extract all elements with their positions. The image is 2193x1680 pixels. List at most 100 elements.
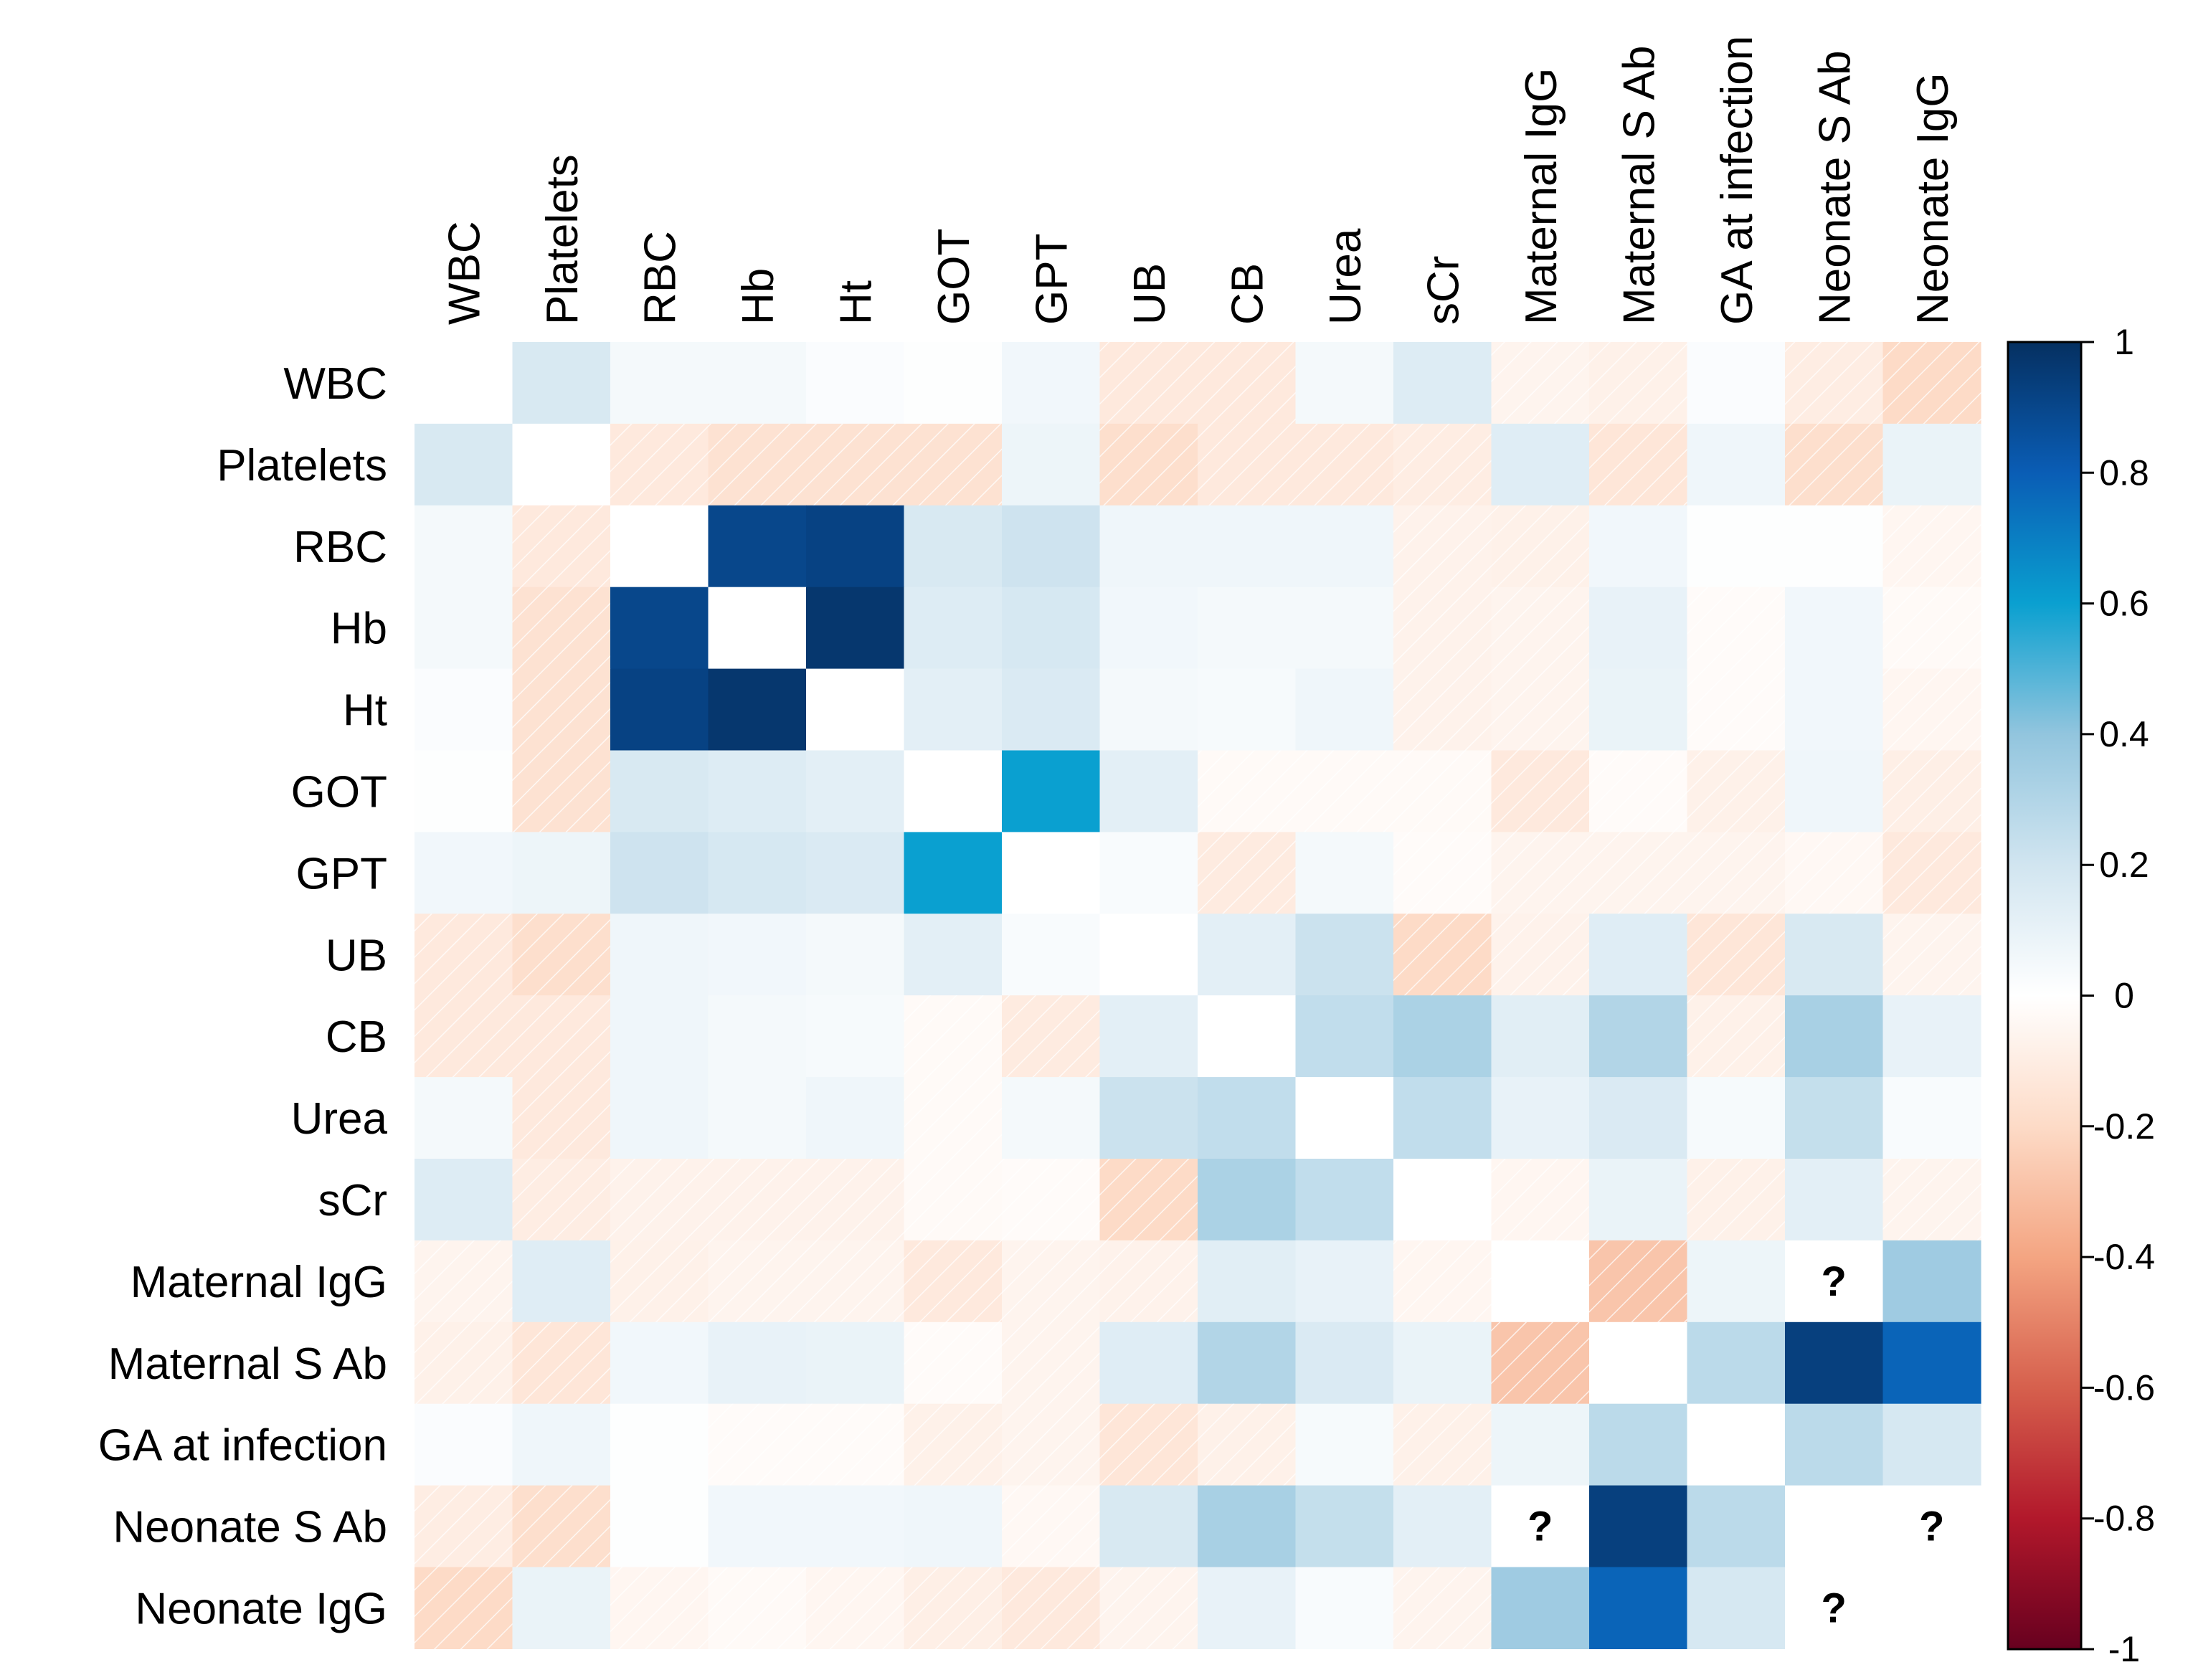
negative-hatch [1491,832,1590,914]
heatmap-cell [904,342,1003,424]
row-labels: WBC Platelets RBC Hb Ht GOT GPT UB CB Urea sCr Mate… [98,359,388,1633]
negative-hatch [1393,668,1492,751]
heatmap-cell [708,668,807,751]
negative-hatch [1393,505,1492,588]
negative-hatch [1687,995,1786,1078]
heatmap-cell [1882,1321,1981,1405]
heatmap-cell [708,1077,807,1159]
heatmap-cell [1589,668,1688,751]
row-label: Maternal IgG [131,1258,387,1307]
heatmap-cell [610,1403,709,1486]
colorbar-tick-label: 1 [2114,322,2134,362]
heatmap-cell [1198,913,1297,996]
heatmap-cell [512,1567,611,1649]
heatmap-cell [610,587,709,670]
negative-hatch [512,750,611,832]
heatmap-cell [806,995,905,1078]
heatmap-cell [1882,1077,1981,1159]
heatmap-cell [1589,587,1688,670]
negative-hatch [1882,505,1981,588]
heatmap-cell [610,668,709,751]
heatmap-cell [708,1321,807,1405]
heatmap-cell [1198,1321,1297,1405]
heatmap-cell [1687,342,1786,424]
heatmap-cell [1785,668,1884,751]
heatmap-cell [806,342,905,424]
colorbar-tick-label: 0.2 [2099,845,2149,885]
negative-hatch [1882,750,1981,832]
heatmap-cell [512,342,611,424]
missing-marker: ? [1527,1504,1553,1550]
heatmap-cell [415,587,513,670]
heatmap-cell [415,1077,513,1159]
negative-hatch [1589,750,1688,832]
row-label: GOT [291,767,387,817]
heatmap-cell [1295,1077,1394,1159]
negative-hatch [904,1321,1003,1405]
heatmap-cell [806,668,905,751]
negative-hatch [1491,505,1590,588]
negative-hatch [708,1567,807,1649]
heatmap-cell [1393,1321,1492,1405]
heatmap-cell [1002,587,1101,670]
negative-hatch [1099,1403,1198,1486]
negative-hatch [512,995,611,1078]
heatmap-cell [1589,1159,1688,1241]
heatmap-cell [415,750,513,832]
negative-hatch [1882,668,1981,751]
heatmap-cell [1882,995,1981,1078]
heatmap-cell [904,1485,1003,1568]
heatmap-cell [1491,1077,1590,1159]
heatmap-cell [1295,1240,1394,1323]
negative-hatch [610,1159,709,1241]
colorbar-tick-label: 0 [2114,976,2134,1016]
heatmap-cell [904,832,1003,914]
negative-hatch [1882,832,1981,914]
column-label: Neonate IgG [1908,72,1958,325]
heatmap-cell [1589,1567,1688,1649]
heatmap-cell [1785,1567,1884,1649]
column-label: Hb [734,268,783,325]
negative-hatch [1393,587,1492,670]
heatmap-cell [610,750,709,832]
heatmap-cell [512,423,611,506]
column-label: Platelets [538,154,587,325]
negative-hatch [1393,1240,1492,1323]
negative-hatch [904,423,1003,506]
column-label: WBC [440,221,489,325]
negative-hatch [1589,1240,1688,1323]
heatmap-cell [1785,913,1884,996]
heatmap-cell [1002,750,1101,832]
heatmap-cell [1785,587,1884,670]
heatmap-cell [708,750,807,832]
negative-hatch [1295,423,1394,506]
heatmap-cell [1393,1159,1492,1241]
row-label: CB [326,1012,387,1062]
negative-hatch [904,1240,1003,1323]
negative-hatch [610,1567,709,1649]
negative-hatch [1882,913,1981,996]
heatmap-cell [1785,1240,1884,1323]
colorbar-tick-label: 0.6 [2099,584,2149,624]
heatmap-cell [1295,995,1394,1078]
heatmap-cell [1198,995,1297,1078]
column-label: Ht [831,280,881,325]
negative-hatch [1198,1403,1297,1486]
negative-hatch [1198,832,1297,914]
heatmap-cell [1002,832,1101,914]
negative-hatch [1002,1567,1101,1649]
negative-hatch [904,1159,1003,1241]
heatmap-cell [1198,587,1297,670]
negative-hatch [1393,750,1492,832]
row-label: sCr [318,1176,387,1225]
negative-hatch [806,423,905,506]
colorbar-tick-label: -0.4 [2093,1237,2155,1277]
heatmap-cell [1198,668,1297,751]
negative-hatch [1491,913,1590,996]
negative-hatch [512,913,611,996]
heatmap-cell [806,832,905,914]
heatmap-cell [512,1240,611,1323]
heatmap-cell [415,1403,513,1486]
negative-hatch [1785,423,1884,506]
heatmap-cell [1687,1240,1786,1323]
